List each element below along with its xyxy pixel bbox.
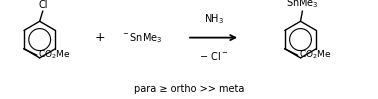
Text: Cl: Cl bbox=[38, 0, 48, 10]
Text: $^-$SnMe$_3$: $^-$SnMe$_3$ bbox=[121, 31, 163, 45]
Text: CO$_2$Me: CO$_2$Me bbox=[299, 49, 332, 61]
Text: SnMe$_3$: SnMe$_3$ bbox=[287, 0, 319, 10]
Text: para ≥ ortho >> meta: para ≥ ortho >> meta bbox=[134, 84, 244, 94]
Text: $-$ Cl$^-$: $-$ Cl$^-$ bbox=[199, 50, 228, 62]
Text: +: + bbox=[95, 31, 105, 44]
Text: NH$_3$: NH$_3$ bbox=[203, 12, 224, 26]
Text: CO$_2$Me: CO$_2$Me bbox=[38, 49, 71, 61]
